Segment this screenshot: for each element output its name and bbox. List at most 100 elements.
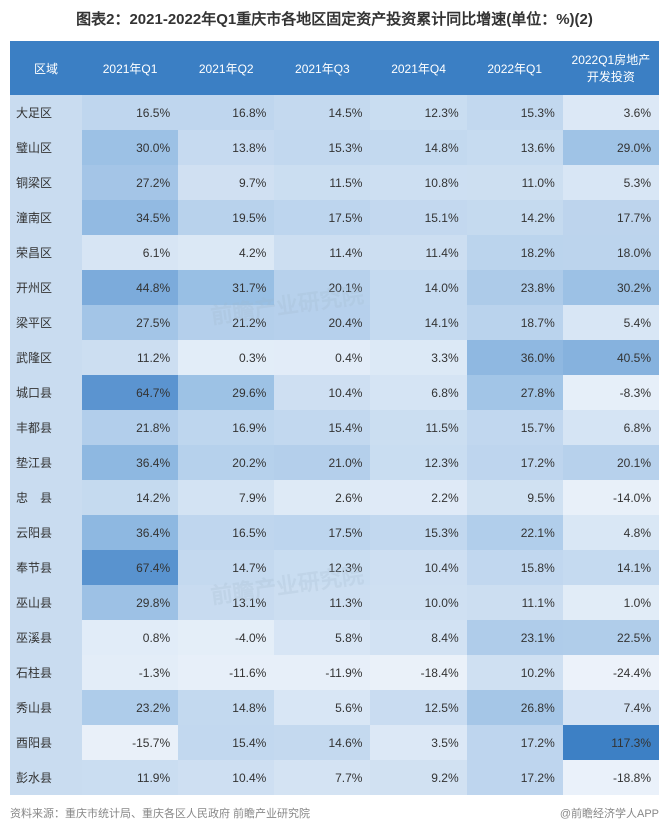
col-header-4: 2021年Q4 <box>370 41 466 95</box>
value-cell: 8.4% <box>370 620 466 655</box>
footer: 资料来源：重庆市统计局、重庆各区人民政府 前瞻产业研究院 @前瞻经济学人APP <box>10 805 659 821</box>
region-cell: 梁平区 <box>10 305 82 340</box>
value-cell: 6.8% <box>370 375 466 410</box>
region-cell: 铜梁区 <box>10 165 82 200</box>
value-cell: 23.2% <box>82 690 178 725</box>
table-row: 云阳县36.4%16.5%17.5%15.3%22.1%4.8% <box>10 515 659 550</box>
value-cell: -11.9% <box>274 655 370 690</box>
value-cell: 15.8% <box>467 550 563 585</box>
value-cell: 22.5% <box>563 620 659 655</box>
value-cell: 12.3% <box>370 95 466 130</box>
attribution-text: @前瞻经济学人APP <box>560 805 659 821</box>
col-header-3: 2021年Q3 <box>274 41 370 95</box>
value-cell: 9.5% <box>467 480 563 515</box>
value-cell: 11.3% <box>274 585 370 620</box>
value-cell: 23.1% <box>467 620 563 655</box>
chart-title: 图表2：2021-2022年Q1重庆市各地区固定资产投资累计同比增速(单位：%)… <box>10 8 659 29</box>
value-cell: 13.8% <box>178 130 274 165</box>
col-header-6: 2022Q1房地产开发投资 <box>563 41 659 95</box>
value-cell: 5.4% <box>563 305 659 340</box>
value-cell: 67.4% <box>82 550 178 585</box>
value-cell: 17.2% <box>467 760 563 795</box>
value-cell: 6.1% <box>82 235 178 270</box>
value-cell: 21.2% <box>178 305 274 340</box>
value-cell: 21.8% <box>82 410 178 445</box>
value-cell: 14.6% <box>274 725 370 760</box>
table-row: 城口县64.7%29.6%10.4%6.8%27.8%-8.3% <box>10 375 659 410</box>
source-text: 资料来源：重庆市统计局、重庆各区人民政府 前瞻产业研究院 <box>10 805 310 821</box>
table-row: 开州区44.8%31.7%20.1%14.0%23.8%30.2% <box>10 270 659 305</box>
value-cell: -1.3% <box>82 655 178 690</box>
data-table: 区域2021年Q12021年Q22021年Q32021年Q42022年Q1202… <box>10 41 659 795</box>
region-cell: 石柱县 <box>10 655 82 690</box>
value-cell: 12.3% <box>370 445 466 480</box>
value-cell: 15.3% <box>467 95 563 130</box>
value-cell: 14.8% <box>178 690 274 725</box>
value-cell: 36.4% <box>82 515 178 550</box>
value-cell: 17.2% <box>467 725 563 760</box>
value-cell: 9.7% <box>178 165 274 200</box>
region-cell: 开州区 <box>10 270 82 305</box>
value-cell: 4.8% <box>563 515 659 550</box>
value-cell: 34.5% <box>82 200 178 235</box>
value-cell: 10.8% <box>370 165 466 200</box>
table-row: 垫江县36.4%20.2%21.0%12.3%17.2%20.1% <box>10 445 659 480</box>
value-cell: 15.1% <box>370 200 466 235</box>
value-cell: 15.7% <box>467 410 563 445</box>
value-cell: 11.0% <box>467 165 563 200</box>
table-row: 彭水县11.9%10.4%7.7%9.2%17.2%-18.8% <box>10 760 659 795</box>
value-cell: 1.0% <box>563 585 659 620</box>
value-cell: 17.5% <box>274 515 370 550</box>
value-cell: 9.2% <box>370 760 466 795</box>
table-row: 武隆区11.2%0.3%0.4%3.3%36.0%40.5% <box>10 340 659 375</box>
value-cell: 10.4% <box>178 760 274 795</box>
value-cell: 26.8% <box>467 690 563 725</box>
region-cell: 巫溪县 <box>10 620 82 655</box>
value-cell: 31.7% <box>178 270 274 305</box>
value-cell: 18.0% <box>563 235 659 270</box>
value-cell: 0.8% <box>82 620 178 655</box>
value-cell: -8.3% <box>563 375 659 410</box>
value-cell: 30.2% <box>563 270 659 305</box>
region-cell: 酉阳县 <box>10 725 82 760</box>
value-cell: 7.7% <box>274 760 370 795</box>
value-cell: 21.0% <box>274 445 370 480</box>
value-cell: 64.7% <box>82 375 178 410</box>
table-row: 石柱县-1.3%-11.6%-11.9%-18.4%10.2%-24.4% <box>10 655 659 690</box>
table-row: 潼南区34.5%19.5%17.5%15.1%14.2%17.7% <box>10 200 659 235</box>
value-cell: 27.8% <box>467 375 563 410</box>
value-cell: 13.6% <box>467 130 563 165</box>
value-cell: 16.5% <box>178 515 274 550</box>
table-row: 忠 县14.2%7.9%2.6%2.2%9.5%-14.0% <box>10 480 659 515</box>
value-cell: 15.3% <box>370 515 466 550</box>
col-header-2: 2021年Q2 <box>178 41 274 95</box>
region-cell: 垫江县 <box>10 445 82 480</box>
value-cell: 11.5% <box>274 165 370 200</box>
value-cell: -18.4% <box>370 655 466 690</box>
value-cell: 4.2% <box>178 235 274 270</box>
value-cell: 20.1% <box>563 445 659 480</box>
value-cell: 14.1% <box>563 550 659 585</box>
value-cell: 20.1% <box>274 270 370 305</box>
value-cell: 5.8% <box>274 620 370 655</box>
value-cell: 22.1% <box>467 515 563 550</box>
value-cell: 3.6% <box>563 95 659 130</box>
table-row: 酉阳县-15.7%15.4%14.6%3.5%17.2%117.3% <box>10 725 659 760</box>
table-row: 巫山县29.8%13.1%11.3%10.0%11.1%1.0% <box>10 585 659 620</box>
value-cell: 27.2% <box>82 165 178 200</box>
value-cell: -4.0% <box>178 620 274 655</box>
value-cell: 11.4% <box>274 235 370 270</box>
value-cell: 0.4% <box>274 340 370 375</box>
value-cell: 5.6% <box>274 690 370 725</box>
region-cell: 武隆区 <box>10 340 82 375</box>
table-row: 秀山县23.2%14.8%5.6%12.5%26.8%7.4% <box>10 690 659 725</box>
value-cell: 23.8% <box>467 270 563 305</box>
table-row: 梁平区27.5%21.2%20.4%14.1%18.7%5.4% <box>10 305 659 340</box>
value-cell: 16.5% <box>82 95 178 130</box>
value-cell: 18.7% <box>467 305 563 340</box>
value-cell: 14.8% <box>370 130 466 165</box>
value-cell: 10.4% <box>370 550 466 585</box>
value-cell: 11.2% <box>82 340 178 375</box>
value-cell: 0.3% <box>178 340 274 375</box>
value-cell: 2.6% <box>274 480 370 515</box>
